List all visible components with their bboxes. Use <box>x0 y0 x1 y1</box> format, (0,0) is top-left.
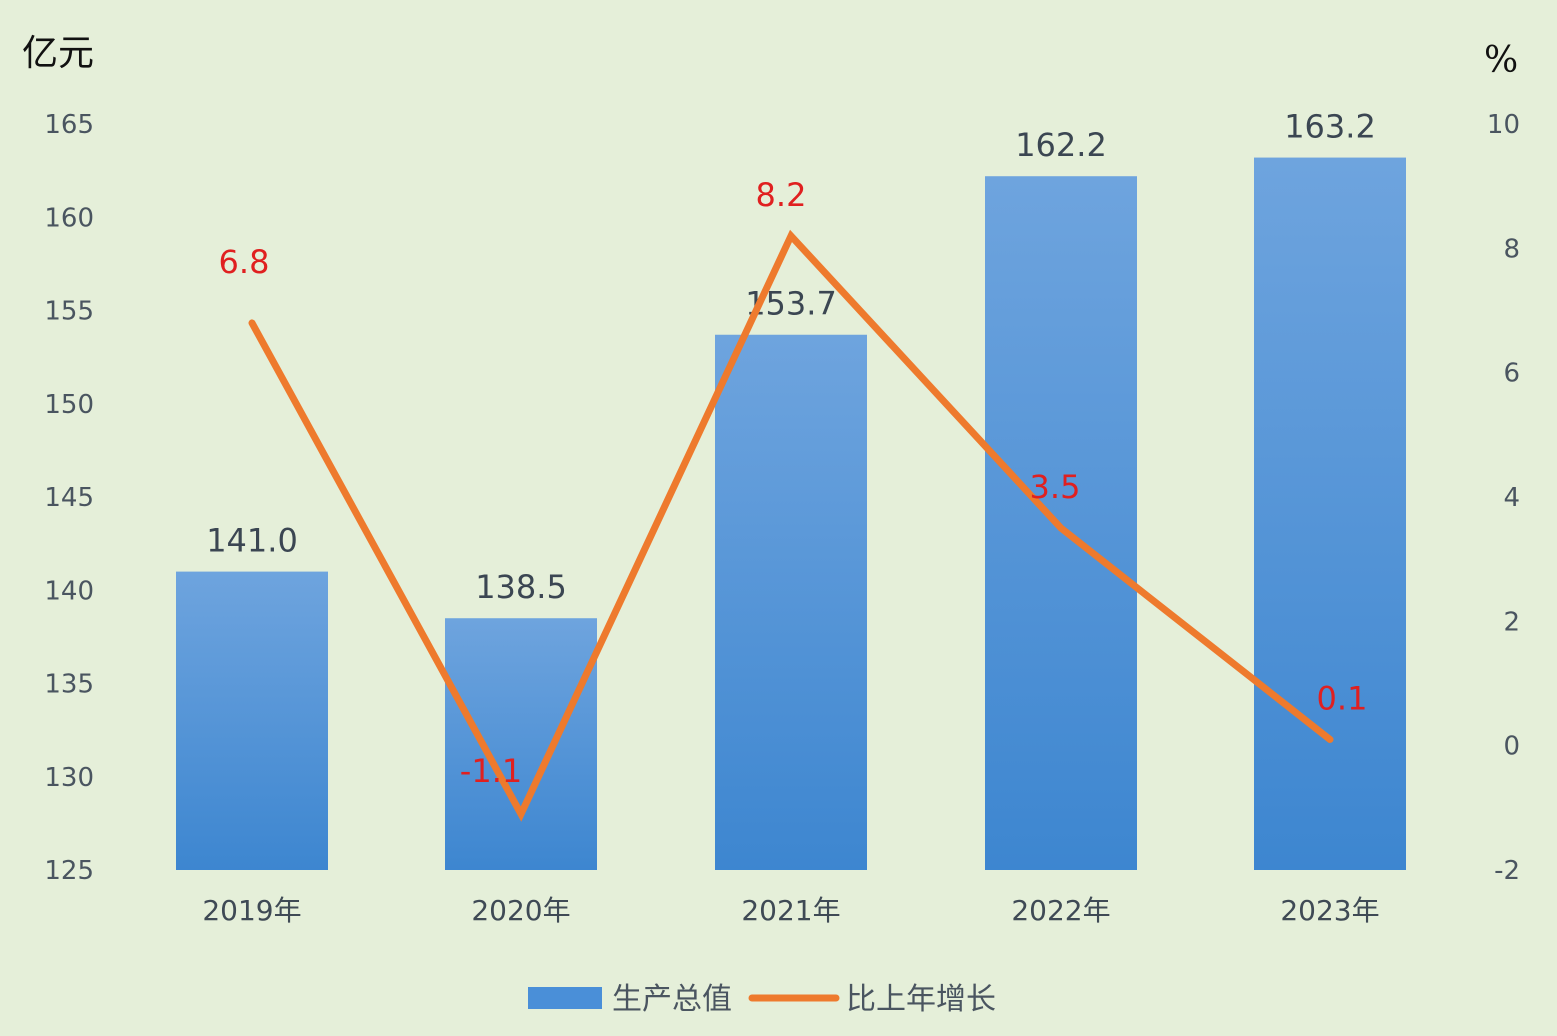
line-point <box>249 319 255 326</box>
bar <box>1254 157 1406 870</box>
left-tick-label: 145 <box>44 483 94 513</box>
right-tick-label: 10 <box>1487 110 1520 140</box>
bar-value-label: 138.5 <box>475 568 567 606</box>
line-value-label: 6.8 <box>219 243 270 281</box>
category-label: 2022年 <box>1011 894 1110 927</box>
line-value-label: 0.1 <box>1317 679 1368 717</box>
line-labels: 6.8 -1.1 8.2 3.5 0.1 <box>219 176 1368 790</box>
right-tick-label: -2 <box>1494 856 1520 886</box>
bar-value-label: 163.2 <box>1284 108 1376 146</box>
category-label: 2020年 <box>471 894 570 927</box>
category-label: 2019年 <box>202 894 301 927</box>
right-axis-unit: % <box>1484 40 1519 81</box>
line-point <box>1058 525 1064 532</box>
line-point <box>788 232 794 239</box>
category-axis: 2019年 2020年 2021年 2022年 2023年 <box>202 894 1379 927</box>
legend: 生产总值 比上年增长 <box>528 982 996 1017</box>
right-tick-label: 8 <box>1503 234 1520 264</box>
line-value-label: 8.2 <box>756 176 807 214</box>
legend-line-label: 比上年增长 <box>846 982 996 1017</box>
right-tick-label: 4 <box>1503 483 1520 513</box>
left-tick-label: 130 <box>44 763 94 793</box>
legend-bar-label: 生产总值 <box>612 982 732 1017</box>
left-tick-label: 160 <box>44 203 94 233</box>
left-tick-label: 155 <box>44 297 94 327</box>
right-axis-ticks: -2 0 2 4 6 8 10 <box>1487 110 1520 886</box>
legend-bar-swatch <box>528 987 602 1009</box>
right-tick-label: 0 <box>1503 732 1520 762</box>
bar-value-label: 162.2 <box>1015 126 1107 164</box>
category-label: 2021年 <box>741 894 840 927</box>
line-point <box>1327 736 1333 743</box>
left-tick-label: 125 <box>44 856 94 886</box>
bar <box>176 571 328 870</box>
left-tick-label: 165 <box>44 110 94 140</box>
bar <box>445 618 597 870</box>
left-tick-label: 140 <box>44 576 94 606</box>
right-tick-label: 2 <box>1503 607 1520 637</box>
left-tick-label: 135 <box>44 670 94 700</box>
line-series <box>248 229 1334 822</box>
line-value-label: -1.1 <box>460 752 522 790</box>
left-tick-label: 150 <box>44 390 94 420</box>
bar-value-label: 141.0 <box>206 522 298 560</box>
category-label: 2023年 <box>1280 894 1379 927</box>
line-point <box>518 811 524 818</box>
line-value-label: 3.5 <box>1030 468 1081 506</box>
left-axis-ticks: 125 130 135 140 145 150 155 160 165 <box>44 110 94 886</box>
left-axis-unit: 亿元 <box>22 33 95 74</box>
right-tick-label: 6 <box>1503 359 1520 389</box>
bar <box>715 334 867 870</box>
